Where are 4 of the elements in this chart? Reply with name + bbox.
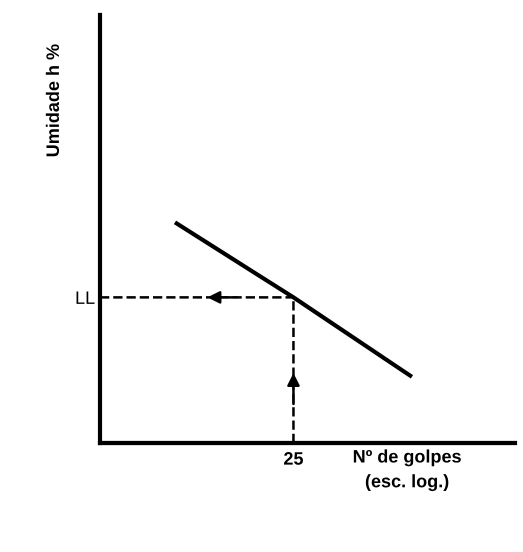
text: 25 (284, 452, 303, 465)
y-axis-title: Umidade h % (46, 44, 60, 156)
ref-line-label: LL (76, 292, 95, 304)
x-axis-title: Nº de golpes (esc. log.) (354, 449, 461, 492)
